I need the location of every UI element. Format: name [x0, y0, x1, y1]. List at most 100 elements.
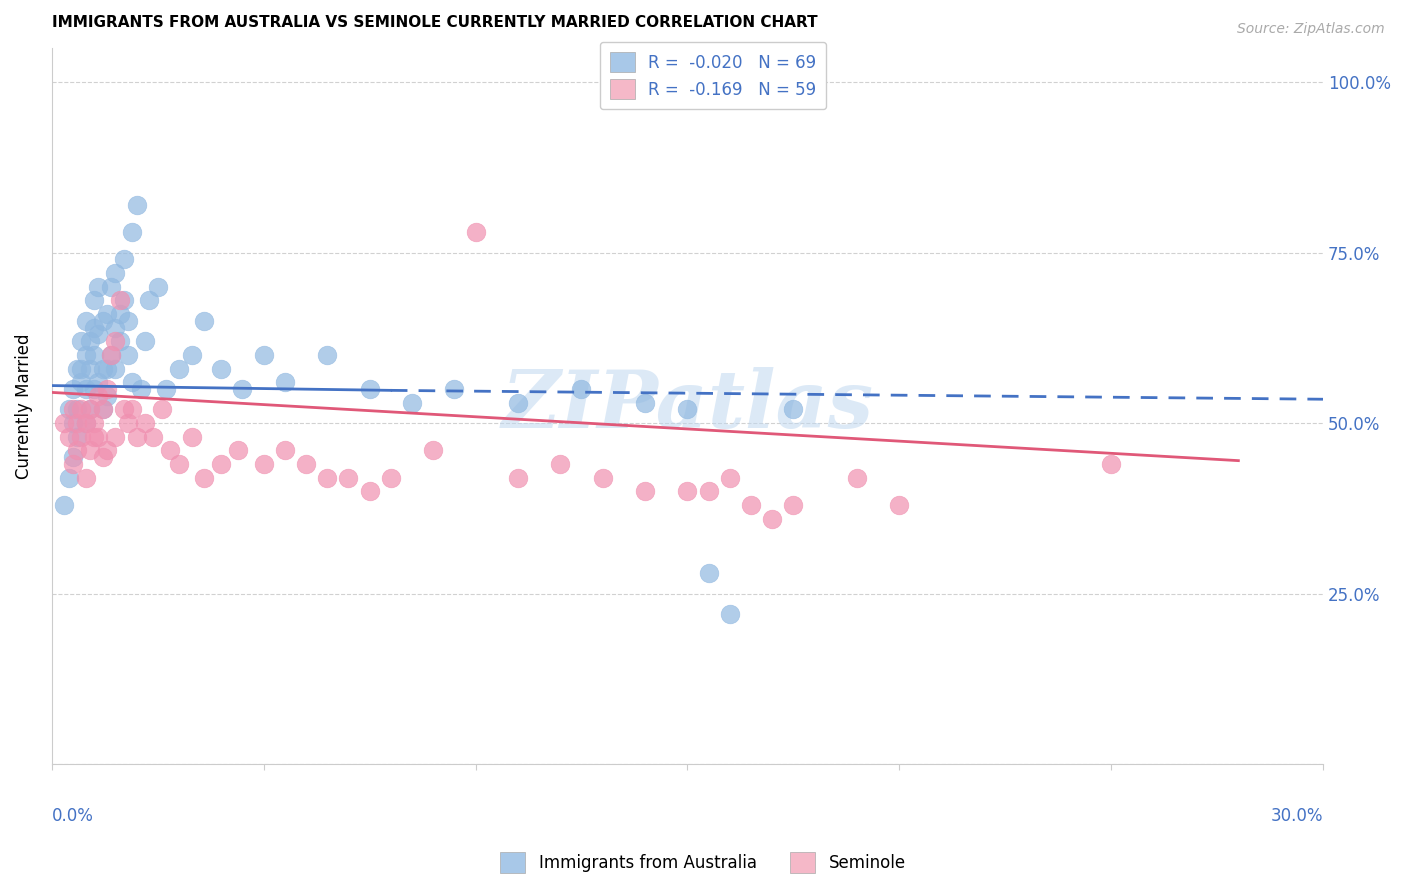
Point — [112, 252, 135, 267]
Point — [337, 471, 360, 485]
Point — [100, 279, 122, 293]
Point — [75, 416, 97, 430]
Point — [70, 375, 93, 389]
Point — [697, 566, 720, 581]
Point — [761, 511, 783, 525]
Point — [70, 361, 93, 376]
Point — [58, 402, 80, 417]
Point — [96, 361, 118, 376]
Point — [96, 307, 118, 321]
Point — [167, 457, 190, 471]
Point — [87, 279, 110, 293]
Legend: Immigrants from Australia, Seminole: Immigrants from Australia, Seminole — [494, 846, 912, 880]
Point — [167, 361, 190, 376]
Point — [443, 382, 465, 396]
Point — [87, 327, 110, 342]
Point — [718, 607, 741, 622]
Point — [676, 402, 699, 417]
Point — [87, 375, 110, 389]
Point — [316, 348, 339, 362]
Point — [1099, 457, 1122, 471]
Point — [91, 314, 114, 328]
Point — [193, 471, 215, 485]
Point — [70, 334, 93, 349]
Point — [83, 293, 105, 308]
Point — [316, 471, 339, 485]
Point — [66, 361, 89, 376]
Point — [782, 498, 804, 512]
Point — [83, 416, 105, 430]
Text: 0.0%: 0.0% — [52, 807, 94, 825]
Point — [889, 498, 911, 512]
Point — [62, 457, 84, 471]
Point — [108, 307, 131, 321]
Point — [422, 443, 444, 458]
Point — [75, 382, 97, 396]
Point — [180, 348, 202, 362]
Point — [129, 382, 152, 396]
Point — [359, 484, 381, 499]
Point — [138, 293, 160, 308]
Point — [91, 361, 114, 376]
Point — [62, 402, 84, 417]
Point — [550, 457, 572, 471]
Point — [75, 416, 97, 430]
Point — [592, 471, 614, 485]
Point — [112, 402, 135, 417]
Point — [226, 443, 249, 458]
Point — [104, 361, 127, 376]
Point — [121, 375, 143, 389]
Point — [66, 430, 89, 444]
Point — [62, 416, 84, 430]
Point — [125, 430, 148, 444]
Point — [79, 361, 101, 376]
Point — [104, 320, 127, 334]
Point — [231, 382, 253, 396]
Point — [506, 471, 529, 485]
Point — [58, 471, 80, 485]
Legend: R =  -0.020   N = 69, R =  -0.169   N = 59: R = -0.020 N = 69, R = -0.169 N = 59 — [599, 42, 827, 109]
Point — [104, 266, 127, 280]
Point — [62, 450, 84, 465]
Point — [380, 471, 402, 485]
Point — [193, 314, 215, 328]
Point — [53, 416, 76, 430]
Point — [91, 402, 114, 417]
Text: Source: ZipAtlas.com: Source: ZipAtlas.com — [1237, 22, 1385, 37]
Point — [79, 402, 101, 417]
Text: IMMIGRANTS FROM AUSTRALIA VS SEMINOLE CURRENTLY MARRIED CORRELATION CHART: IMMIGRANTS FROM AUSTRALIA VS SEMINOLE CU… — [52, 15, 817, 30]
Point — [295, 457, 318, 471]
Point — [79, 402, 101, 417]
Point — [62, 382, 84, 396]
Point — [506, 395, 529, 409]
Point — [83, 320, 105, 334]
Point — [634, 484, 657, 499]
Point — [846, 471, 869, 485]
Point — [146, 279, 169, 293]
Point — [150, 402, 173, 417]
Point — [83, 382, 105, 396]
Point — [66, 416, 89, 430]
Point — [83, 430, 105, 444]
Point — [134, 334, 156, 349]
Point — [697, 484, 720, 499]
Point — [782, 402, 804, 417]
Point — [100, 348, 122, 362]
Point — [87, 430, 110, 444]
Point — [66, 402, 89, 417]
Point — [91, 450, 114, 465]
Point — [75, 314, 97, 328]
Point — [58, 430, 80, 444]
Point — [253, 348, 276, 362]
Point — [155, 382, 177, 396]
Point — [96, 389, 118, 403]
Point — [676, 484, 699, 499]
Point — [75, 348, 97, 362]
Y-axis label: Currently Married: Currently Married — [15, 334, 32, 479]
Point — [83, 348, 105, 362]
Point — [91, 402, 114, 417]
Point — [75, 471, 97, 485]
Point — [79, 334, 101, 349]
Point — [159, 443, 181, 458]
Text: 30.0%: 30.0% — [1271, 807, 1323, 825]
